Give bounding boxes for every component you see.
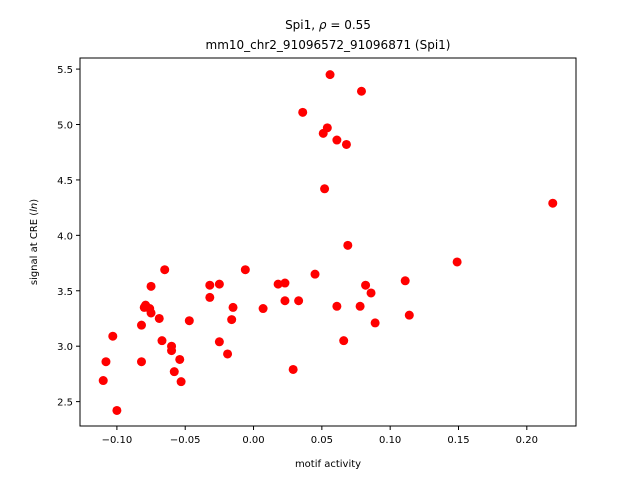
x-tick-label: 0.05 bbox=[311, 435, 333, 446]
data-point bbox=[343, 240, 353, 250]
data-point bbox=[339, 336, 349, 346]
data-point bbox=[146, 281, 156, 291]
data-point bbox=[332, 135, 342, 145]
y-axis-label-prefix: signal at CRE ( bbox=[29, 212, 40, 285]
data-point bbox=[452, 257, 462, 267]
data-point bbox=[167, 341, 177, 351]
data-point bbox=[240, 265, 250, 275]
data-point bbox=[355, 301, 365, 311]
x-tick-label: −0.05 bbox=[170, 435, 201, 446]
y-tick: 2.5 bbox=[57, 398, 80, 409]
x-axis: −0.10 −0.05 0.00 0.05 0.10 0.15 0.20 bbox=[102, 426, 538, 446]
data-point bbox=[157, 336, 167, 346]
chart-title-line2: mm10_chr2_91096572_91096871 (Spi1) bbox=[206, 38, 451, 52]
data-point bbox=[288, 364, 298, 374]
y-tick: 3.5 bbox=[57, 287, 80, 298]
x-tick-label: 0.00 bbox=[242, 435, 264, 446]
data-point bbox=[310, 269, 320, 279]
y-tick: 5.5 bbox=[57, 65, 80, 76]
data-point bbox=[322, 123, 332, 133]
y-tick-label: 5.0 bbox=[57, 121, 73, 132]
x-axis-label: motif activity bbox=[295, 459, 361, 470]
data-point bbox=[214, 337, 224, 347]
y-tick-label: 4.5 bbox=[57, 176, 73, 187]
data-point bbox=[98, 376, 108, 386]
data-point bbox=[154, 313, 164, 323]
data-point bbox=[136, 320, 146, 330]
y-tick-label: 2.5 bbox=[57, 398, 73, 409]
y-axis-label-variable: ln bbox=[29, 203, 40, 212]
data-point bbox=[223, 349, 233, 359]
y-tick: 3.0 bbox=[57, 342, 80, 353]
data-point bbox=[280, 296, 290, 306]
plot-area-frame bbox=[79, 57, 577, 427]
x-tick: 0.10 bbox=[379, 426, 401, 446]
data-point bbox=[228, 302, 238, 312]
data-point bbox=[361, 280, 371, 290]
x-tick-label: −0.10 bbox=[102, 435, 133, 446]
data-point bbox=[205, 280, 215, 290]
data-point bbox=[227, 315, 237, 325]
y-axis-label: signal at CRE (ln) bbox=[29, 199, 40, 285]
data-point bbox=[370, 318, 380, 328]
data-point bbox=[273, 279, 283, 289]
data-point bbox=[332, 301, 342, 311]
data-point bbox=[214, 279, 224, 289]
data-point bbox=[175, 354, 185, 364]
data-point bbox=[548, 198, 558, 208]
y-tick-label: 5.5 bbox=[57, 65, 73, 76]
data-point bbox=[205, 292, 215, 302]
data-points bbox=[98, 70, 558, 415]
x-tick: 0.20 bbox=[516, 426, 538, 446]
data-point bbox=[136, 357, 146, 367]
data-point bbox=[184, 316, 194, 326]
data-point bbox=[101, 357, 111, 367]
data-point bbox=[112, 405, 122, 415]
x-tick: 0.05 bbox=[311, 426, 333, 446]
title-rho-symbol: ρ bbox=[319, 18, 327, 32]
data-point bbox=[400, 276, 410, 286]
title-rho-value: = 0.55 bbox=[327, 18, 371, 32]
y-axis: 2.5 3.0 3.5 4.0 4.5 5.0 5.5 bbox=[57, 65, 80, 409]
title-prefix: Spi1, bbox=[285, 18, 319, 32]
data-point bbox=[366, 288, 376, 298]
data-point bbox=[341, 139, 351, 149]
data-point bbox=[320, 184, 330, 194]
x-tick: −0.10 bbox=[102, 426, 133, 446]
x-tick-label: 0.20 bbox=[516, 435, 538, 446]
x-tick: −0.05 bbox=[170, 426, 201, 446]
data-point bbox=[258, 304, 268, 314]
data-point bbox=[404, 310, 414, 320]
chart-title-line1: Spi1, ρ = 0.55 bbox=[285, 18, 371, 32]
y-tick: 4.5 bbox=[57, 176, 80, 187]
y-tick-label: 3.0 bbox=[57, 342, 73, 353]
y-tick-label: 3.5 bbox=[57, 287, 73, 298]
data-point bbox=[325, 70, 335, 80]
data-point bbox=[280, 278, 290, 288]
x-tick: 0.15 bbox=[447, 426, 470, 446]
data-point bbox=[294, 296, 304, 306]
data-point bbox=[108, 331, 118, 341]
x-tick: 0.00 bbox=[242, 426, 265, 446]
data-point bbox=[169, 367, 179, 377]
data-point bbox=[176, 377, 186, 387]
data-point bbox=[146, 308, 156, 318]
x-tick-label: 0.10 bbox=[379, 435, 401, 446]
x-tick-label: 0.15 bbox=[447, 435, 469, 446]
data-point bbox=[160, 265, 170, 275]
data-point bbox=[298, 107, 308, 117]
data-point bbox=[356, 86, 366, 96]
y-axis-label-suffix: ) bbox=[29, 199, 40, 203]
y-tick-label: 4.0 bbox=[57, 231, 73, 242]
y-tick: 4.0 bbox=[57, 231, 80, 242]
y-tick: 5.0 bbox=[57, 121, 80, 132]
